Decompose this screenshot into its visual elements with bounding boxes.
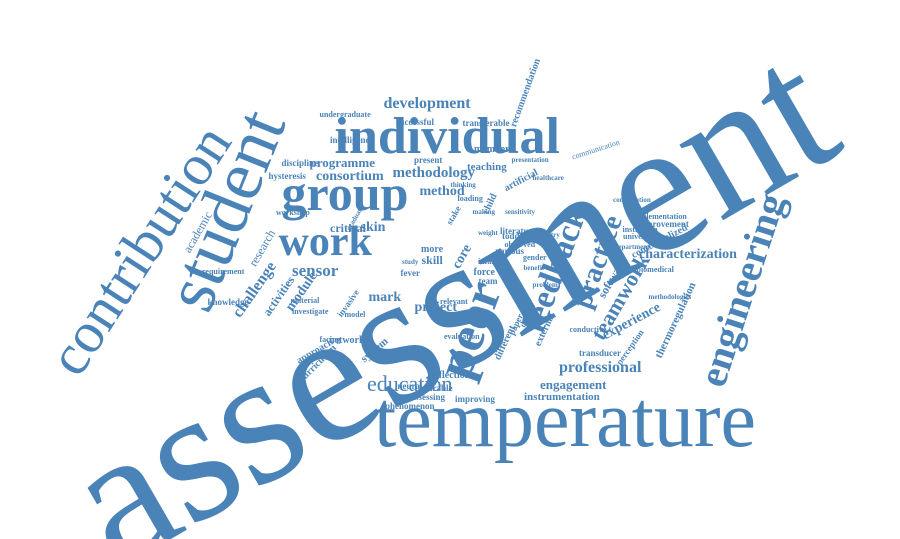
- word-reflection: reflection: [430, 370, 471, 381]
- word-investigate: investigate: [292, 307, 329, 316]
- word-industry: industry: [534, 230, 560, 239]
- word-loading: loading: [457, 194, 483, 203]
- word-intelligence: intelligence: [330, 134, 374, 145]
- word-professional: professional: [559, 359, 642, 376]
- word-sensor: sensor: [292, 260, 339, 280]
- word-evaluation: evaluation: [444, 332, 480, 341]
- word-present: present: [414, 154, 443, 165]
- word-work: work: [278, 219, 372, 265]
- word-assessing: assessing: [410, 391, 446, 402]
- word-computation: computation: [613, 195, 651, 204]
- word-fever: fever: [400, 267, 420, 278]
- word-network: network: [329, 335, 365, 346]
- word-study: study: [402, 257, 419, 266]
- word-development: development: [383, 95, 471, 112]
- word-team: team: [478, 275, 498, 286]
- word-characterization: characterization: [639, 247, 737, 262]
- word-methodology: methodology: [392, 164, 476, 181]
- word-mark: mark: [368, 290, 402, 305]
- word-member: member: [474, 144, 510, 155]
- word-consortium: consortium: [316, 169, 384, 184]
- word-material: material: [290, 296, 320, 305]
- word-requirement: requirement: [202, 267, 245, 276]
- word-undergraduate: undergraduate: [319, 110, 371, 119]
- word-infant: infant: [478, 257, 499, 266]
- word-gender: gender: [523, 253, 547, 262]
- word-relevant: relevant: [440, 297, 468, 306]
- word-making: making: [472, 207, 496, 216]
- word-more: more: [421, 244, 444, 255]
- word-toddler: toddler: [502, 230, 530, 241]
- word-conductive: conductive: [569, 325, 607, 334]
- word-transducer: transducer: [579, 347, 621, 358]
- word-observed: observed: [504, 240, 536, 249]
- word-skin: skin: [360, 220, 386, 235]
- word-temperature: temperature: [374, 376, 756, 464]
- word-project: project: [414, 300, 458, 315]
- word-problem: problem: [532, 280, 558, 289]
- word-transferable: transferable: [462, 117, 510, 128]
- word-thinking: thinking: [450, 180, 476, 189]
- word-literature: literature: [500, 225, 537, 236]
- word-teaching: teaching: [467, 160, 507, 173]
- word-force: force: [473, 267, 495, 278]
- word-hysteresis: hysteresis: [268, 170, 306, 181]
- word-discipline: discipline: [281, 157, 319, 168]
- word-biomedical: biomedical: [636, 265, 674, 274]
- word-university: university: [623, 232, 658, 241]
- word-benefit: benefit: [523, 263, 545, 272]
- word-weight: weight: [478, 228, 498, 237]
- word-workshop: workshop: [276, 208, 310, 217]
- word-methodologies: methodologies: [648, 292, 692, 301]
- word-instrumentation: instrumentation: [524, 390, 600, 403]
- word-group: group: [281, 165, 409, 221]
- word-various: various: [495, 245, 525, 256]
- word-successful: successful: [396, 116, 434, 127]
- word-implementation: implementation: [633, 212, 687, 221]
- word-department: department: [614, 242, 650, 251]
- word-improving: improving: [455, 393, 495, 404]
- word-skill: skill: [421, 253, 443, 267]
- word-phenomenon: phenomenon: [385, 400, 435, 411]
- word-sensitivity: sensitivity: [505, 207, 535, 216]
- word-education: education: [367, 371, 453, 396]
- word-programme: programme: [309, 154, 375, 170]
- word-individual: individual: [334, 108, 560, 165]
- word-wearable: wearable: [417, 382, 453, 393]
- word-critical: critical: [330, 221, 366, 235]
- word-institution: institution: [622, 225, 658, 234]
- word-engagement: engagement: [540, 376, 607, 392]
- word-healthcare: healthcare: [532, 173, 564, 182]
- word-model: model: [344, 310, 366, 319]
- word-presentation: presentation: [511, 155, 549, 164]
- word-facing: facing: [319, 335, 341, 344]
- word-improvement: improvement: [637, 218, 689, 229]
- word-method: method: [419, 184, 465, 199]
- word-knowledge: knowledge: [207, 296, 249, 307]
- word-neural: neural: [397, 380, 423, 391]
